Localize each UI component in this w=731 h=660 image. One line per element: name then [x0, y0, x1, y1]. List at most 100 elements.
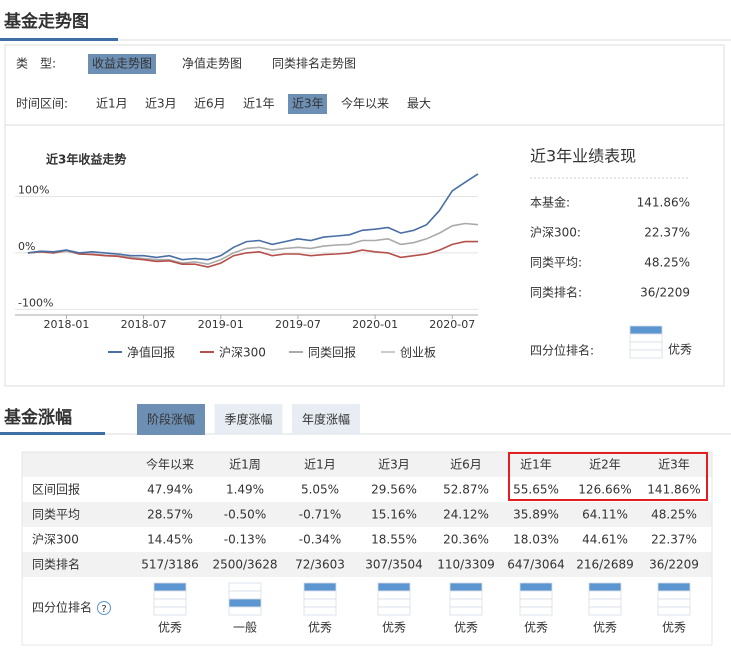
quartile-cell	[588, 598, 622, 608]
table-header: 近1周	[229, 458, 261, 472]
help-glyph: ?	[101, 604, 106, 615]
legend-label[interactable]: 沪深300	[219, 346, 266, 360]
quartile-cell	[657, 598, 691, 608]
table-cell: 2500/3628	[212, 558, 277, 572]
series-line	[27, 222, 479, 266]
quartile-cell	[657, 590, 691, 600]
table-row-bg	[22, 502, 712, 527]
table-cell: -0.71%	[299, 508, 341, 522]
table-cell: -0.13%	[224, 533, 266, 547]
table-cell: -0.50%	[224, 508, 266, 522]
table-cell: 15.16%	[371, 508, 417, 522]
table-row-bg	[22, 452, 712, 477]
quartile-cell	[519, 590, 553, 600]
perf-value: 141.86%	[637, 196, 690, 210]
perf-value: 48.25%	[644, 256, 690, 270]
filter-option[interactable]: 最大	[407, 97, 431, 111]
filter-active-bg	[288, 94, 327, 114]
x-tick-label: 2019-01	[198, 318, 244, 331]
table-cell: 44.61%	[582, 533, 628, 547]
quartile-cell	[228, 606, 262, 616]
filter-option[interactable]: 近1月	[96, 97, 128, 111]
table-cell: 110/3309	[437, 558, 495, 572]
table-cell: 52.87%	[443, 483, 489, 497]
y-tick-label: 0%	[18, 240, 35, 253]
quartile-cell	[153, 590, 187, 600]
tab[interactable]	[292, 404, 360, 435]
quartile-cell	[657, 606, 691, 616]
x-tick-label: 2018-01	[43, 318, 89, 331]
filter-option[interactable]: 近6月	[194, 97, 226, 111]
quartile-text: 优秀	[454, 621, 478, 635]
table-cell: 29.56%	[371, 483, 417, 497]
filter-label: 类 型:	[16, 57, 56, 71]
quartile-cell	[449, 590, 483, 600]
filter-option[interactable]: 净值走势图	[182, 56, 242, 71]
perf-value: 22.37%	[644, 226, 690, 240]
row-label: 同类排名	[32, 557, 80, 572]
perf-label: 本基金:	[530, 195, 570, 210]
table-cell: 126.66%	[578, 483, 631, 497]
legend-label[interactable]: 创业板	[400, 346, 436, 360]
table-cell: 64.11%	[582, 508, 628, 522]
table-cell: 647/3064	[507, 558, 565, 572]
quartile-cell	[629, 325, 663, 335]
section-title: 基金走势图	[3, 11, 89, 32]
quartile-cell	[303, 598, 337, 608]
table-cell: 55.65%	[513, 483, 559, 497]
tab-label[interactable]: 季度涨幅	[224, 412, 272, 427]
tab[interactable]	[137, 404, 205, 435]
row-label: 四分位排名	[32, 600, 92, 615]
tab[interactable]	[214, 404, 283, 435]
quartile-cell	[519, 582, 553, 592]
row-label: 区间回报	[32, 482, 80, 497]
table-cell: 48.25%	[651, 508, 697, 522]
quartile-cell	[228, 598, 262, 608]
quartile-text: 优秀	[308, 621, 332, 635]
y-tick-label: -100%	[18, 296, 53, 309]
filter-option[interactable]: 今年以来	[341, 96, 389, 111]
panel-border	[4, 44, 725, 387]
table-cell: 216/2689	[576, 558, 634, 572]
table-row-bg	[22, 477, 712, 502]
quartile-cell	[377, 598, 411, 608]
quartile-text: 优秀	[593, 621, 617, 635]
quartile-cell	[228, 582, 262, 592]
quartile-cell	[153, 606, 187, 616]
table-row-bg	[22, 527, 712, 552]
quartile-text: 优秀	[662, 621, 686, 635]
tab-label[interactable]: 阶段涨幅	[147, 412, 195, 427]
table-cell: 47.94%	[147, 483, 193, 497]
filter-option[interactable]: 近3月	[145, 97, 177, 111]
table-cell: 20.36%	[443, 533, 489, 547]
quartile-cell	[629, 349, 663, 359]
perf-value: 36/2209	[640, 286, 690, 300]
table-cell: 36/2209	[649, 558, 699, 572]
quartile-cell	[153, 582, 187, 592]
filter-option[interactable]: 近1年	[243, 97, 275, 111]
x-tick-label: 2020-01	[352, 318, 398, 331]
table-cell: 18.55%	[371, 533, 417, 547]
tab-label[interactable]: 年度涨幅	[302, 412, 350, 427]
filter-option[interactable]: 同类排名走势图	[272, 56, 356, 71]
table-cell: 24.12%	[443, 508, 489, 522]
quartile-text: 优秀	[382, 621, 406, 635]
x-tick-label: 2019-07	[275, 318, 321, 331]
legend-label[interactable]: 净值回报	[127, 345, 175, 360]
series-line	[27, 173, 479, 261]
legend-label[interactable]: 同类回报	[308, 345, 356, 360]
table-cell: 307/3504	[365, 558, 423, 572]
help-icon[interactable]	[97, 601, 111, 615]
quartile-cell	[228, 590, 262, 600]
perf-title: 近3年业绩表现	[530, 147, 636, 166]
filter-active-bg	[88, 54, 156, 74]
table-header: 近1年	[520, 458, 552, 472]
filter-option[interactable]: 近3年	[292, 97, 324, 111]
table-cell: 14.45%	[147, 533, 193, 547]
perf-label: 同类排名:	[530, 285, 582, 300]
quartile-cell	[449, 582, 483, 592]
table-header: 近3月	[378, 458, 410, 472]
filter-label: 时间区间:	[16, 97, 68, 111]
perf-label: 沪深300:	[530, 226, 581, 240]
filter-option[interactable]: 收益走势图	[92, 57, 152, 71]
